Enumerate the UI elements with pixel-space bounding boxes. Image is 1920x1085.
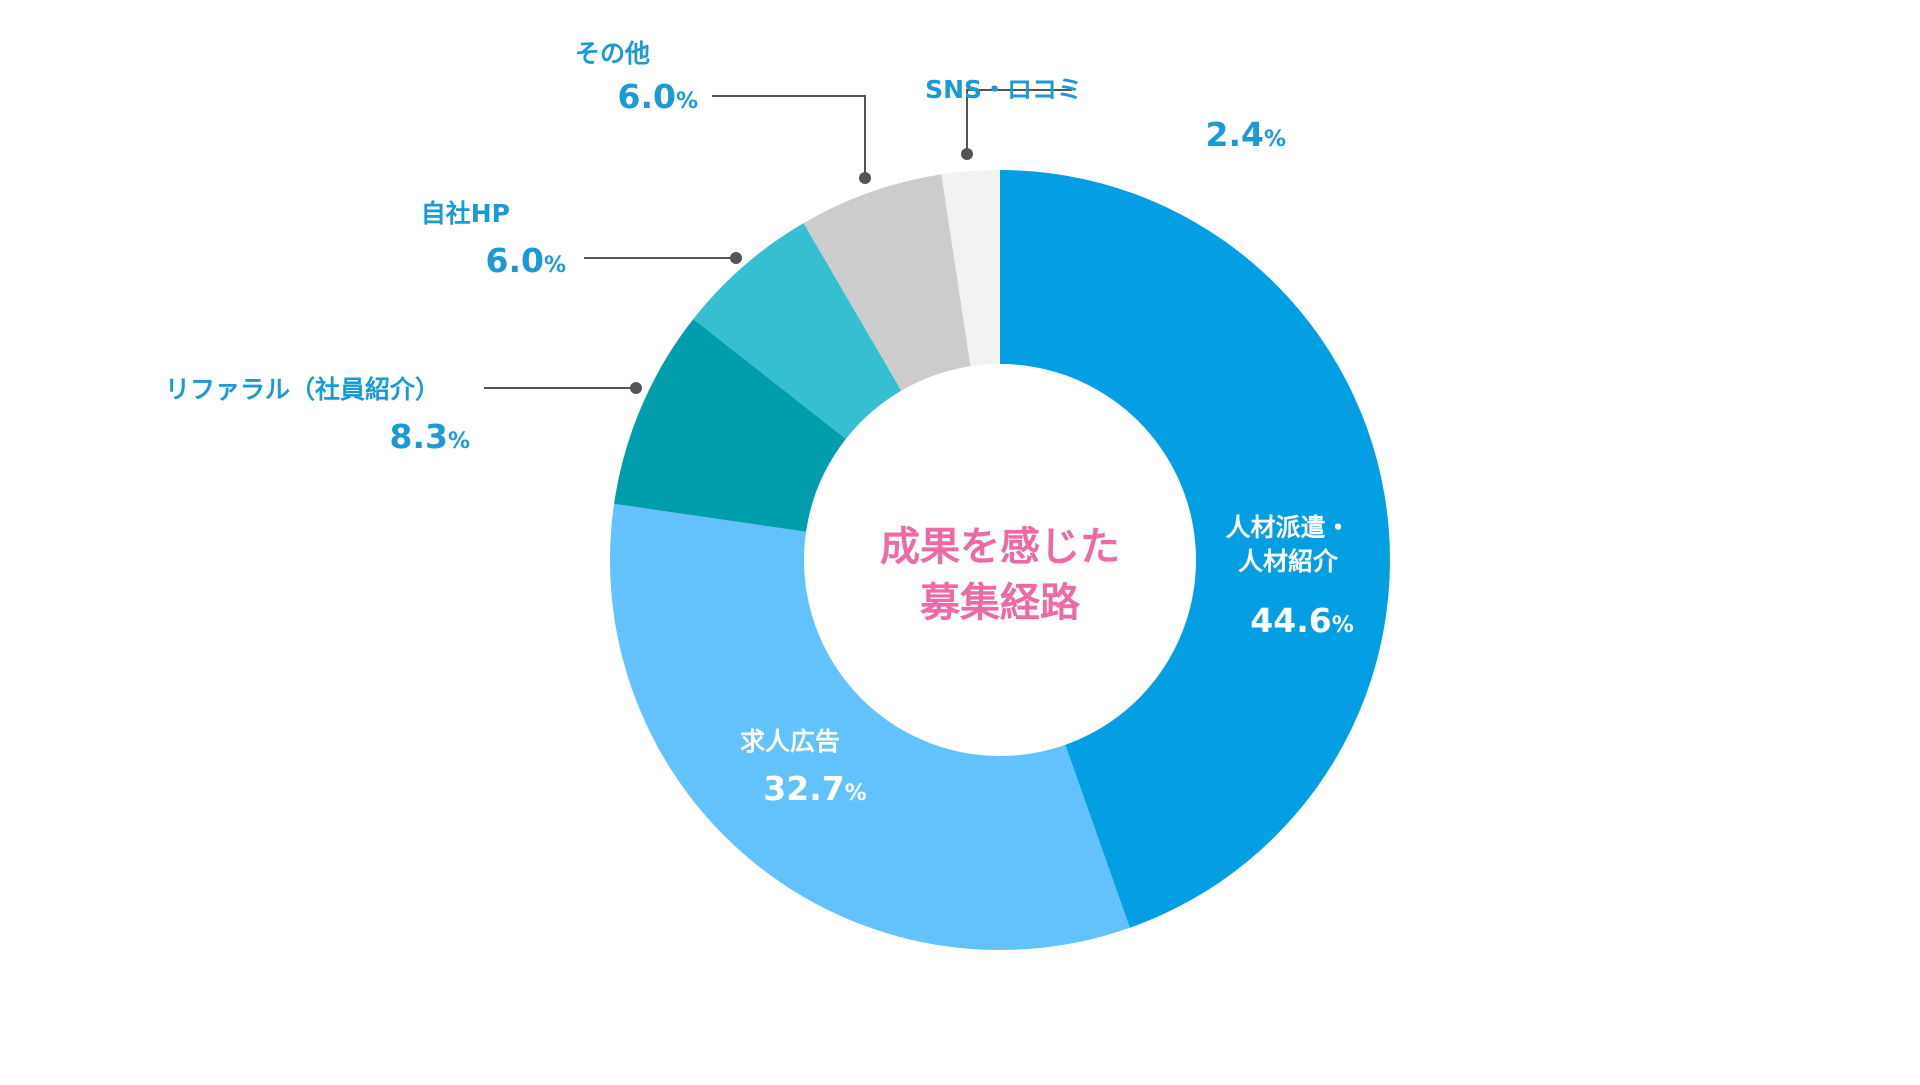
slice-value-label: 6.0% (485, 241, 566, 280)
leader-dot (630, 382, 642, 394)
leader-lines-layer (484, 89, 1072, 394)
slice-value-label: 8.3% (389, 417, 470, 456)
slice-name-label: 人材紹介 (1238, 547, 1339, 576)
slice-name-label: 人材派遣・ (1225, 513, 1350, 542)
slice-name-label: リファラル（社員紹介） (165, 375, 440, 404)
leader-dot (961, 148, 973, 160)
slice-value-label: 2.4% (1205, 115, 1286, 154)
slice-value-label: 32.7% (763, 769, 866, 808)
slice-value-label: 44.6% (1250, 601, 1353, 640)
leader-dot (859, 172, 871, 184)
slice-name-label: 求人広告 (740, 727, 840, 756)
donut-slice (803, 174, 971, 391)
donut-slice (1000, 170, 1391, 928)
slice-name-label: SNS・ロコミ (925, 75, 1082, 104)
slices-layer (609, 170, 1391, 951)
center-text-line-2: 募集経路 (919, 580, 1081, 626)
leader-line (712, 95, 866, 178)
donut-slice (693, 223, 902, 439)
donut-slice (614, 319, 846, 532)
donut-slice (941, 170, 1000, 367)
center-label: 成果を感じた 募集経路 (880, 524, 1120, 626)
donut-slice (609, 503, 1130, 951)
leader-dot (730, 252, 742, 264)
slice-name-label: その他 (575, 39, 650, 68)
slice-name-label: 自社HP (421, 199, 510, 228)
center-text-line-1: 成果を感じた (880, 524, 1120, 570)
leader-line (966, 89, 1072, 154)
labels-layer: 人材派遣・人材紹介 44.6% 求人広告 32.7% リファラル（社員紹介） 8.3% 自社… (165, 39, 1354, 808)
slice-value-label: 6.0% (617, 77, 698, 116)
